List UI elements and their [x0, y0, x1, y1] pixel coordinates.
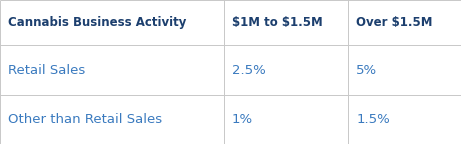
Text: \$1M to \$1.5M: \$1M to \$1.5M [232, 16, 323, 29]
Text: Cannabis Business Activity: Cannabis Business Activity [8, 16, 187, 29]
Text: 2.5%: 2.5% [232, 64, 266, 77]
Text: 1.5%: 1.5% [356, 113, 390, 126]
Text: Other than Retail Sales: Other than Retail Sales [8, 113, 162, 126]
Text: Over \$1.5M: Over \$1.5M [356, 16, 433, 29]
Text: Retail Sales: Retail Sales [8, 64, 86, 77]
Text: 1%: 1% [232, 113, 253, 126]
Text: 5%: 5% [356, 64, 378, 77]
